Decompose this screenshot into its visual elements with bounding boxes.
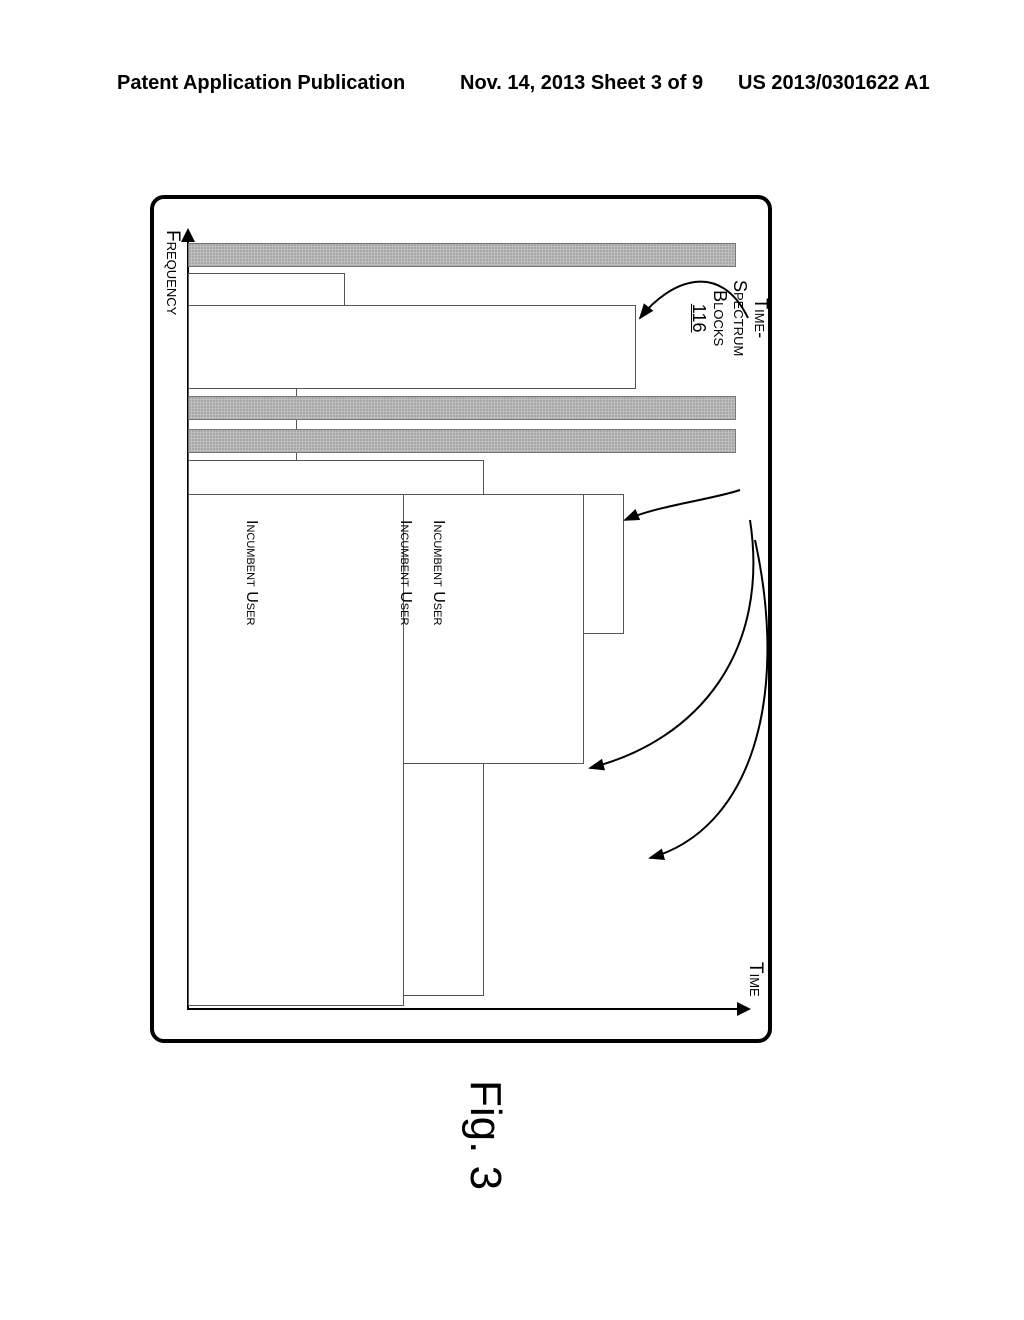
time-axis-line xyxy=(187,1008,739,1010)
frequency-axis-label: Frequency xyxy=(161,230,183,315)
page-root: Patent Application Publication Nov. 14, … xyxy=(0,0,1024,1320)
ts-blocks-callout-label: Time- Spectrum Blocks 116 xyxy=(688,280,771,356)
ts-block xyxy=(188,494,404,1006)
figure-caption: Fig. 3 xyxy=(460,1080,510,1190)
callout-line1: Time- xyxy=(751,298,771,338)
incumbent-band xyxy=(188,243,736,267)
incumbent-label: Incumbent User xyxy=(429,520,447,625)
ts-block xyxy=(188,305,636,389)
incumbent-label: Incumbent User xyxy=(396,520,414,625)
incumbent-band xyxy=(188,396,736,420)
frequency-axis-arrowhead xyxy=(181,228,195,242)
callout-ref: 116 xyxy=(689,304,709,333)
header-right: US 2013/0301622 A1 xyxy=(738,72,930,95)
incumbent-label: Incumbent User xyxy=(242,520,260,625)
callout-line2: Spectrum xyxy=(730,280,750,356)
header-left: Patent Application Publication xyxy=(117,72,405,95)
time-axis-label: Time xyxy=(744,962,766,997)
incumbent-band xyxy=(188,429,736,453)
time-axis-arrowhead xyxy=(737,1002,751,1016)
callout-line3: Blocks xyxy=(710,290,730,346)
header-center: Nov. 14, 2013 Sheet 3 of 9 xyxy=(460,72,703,95)
